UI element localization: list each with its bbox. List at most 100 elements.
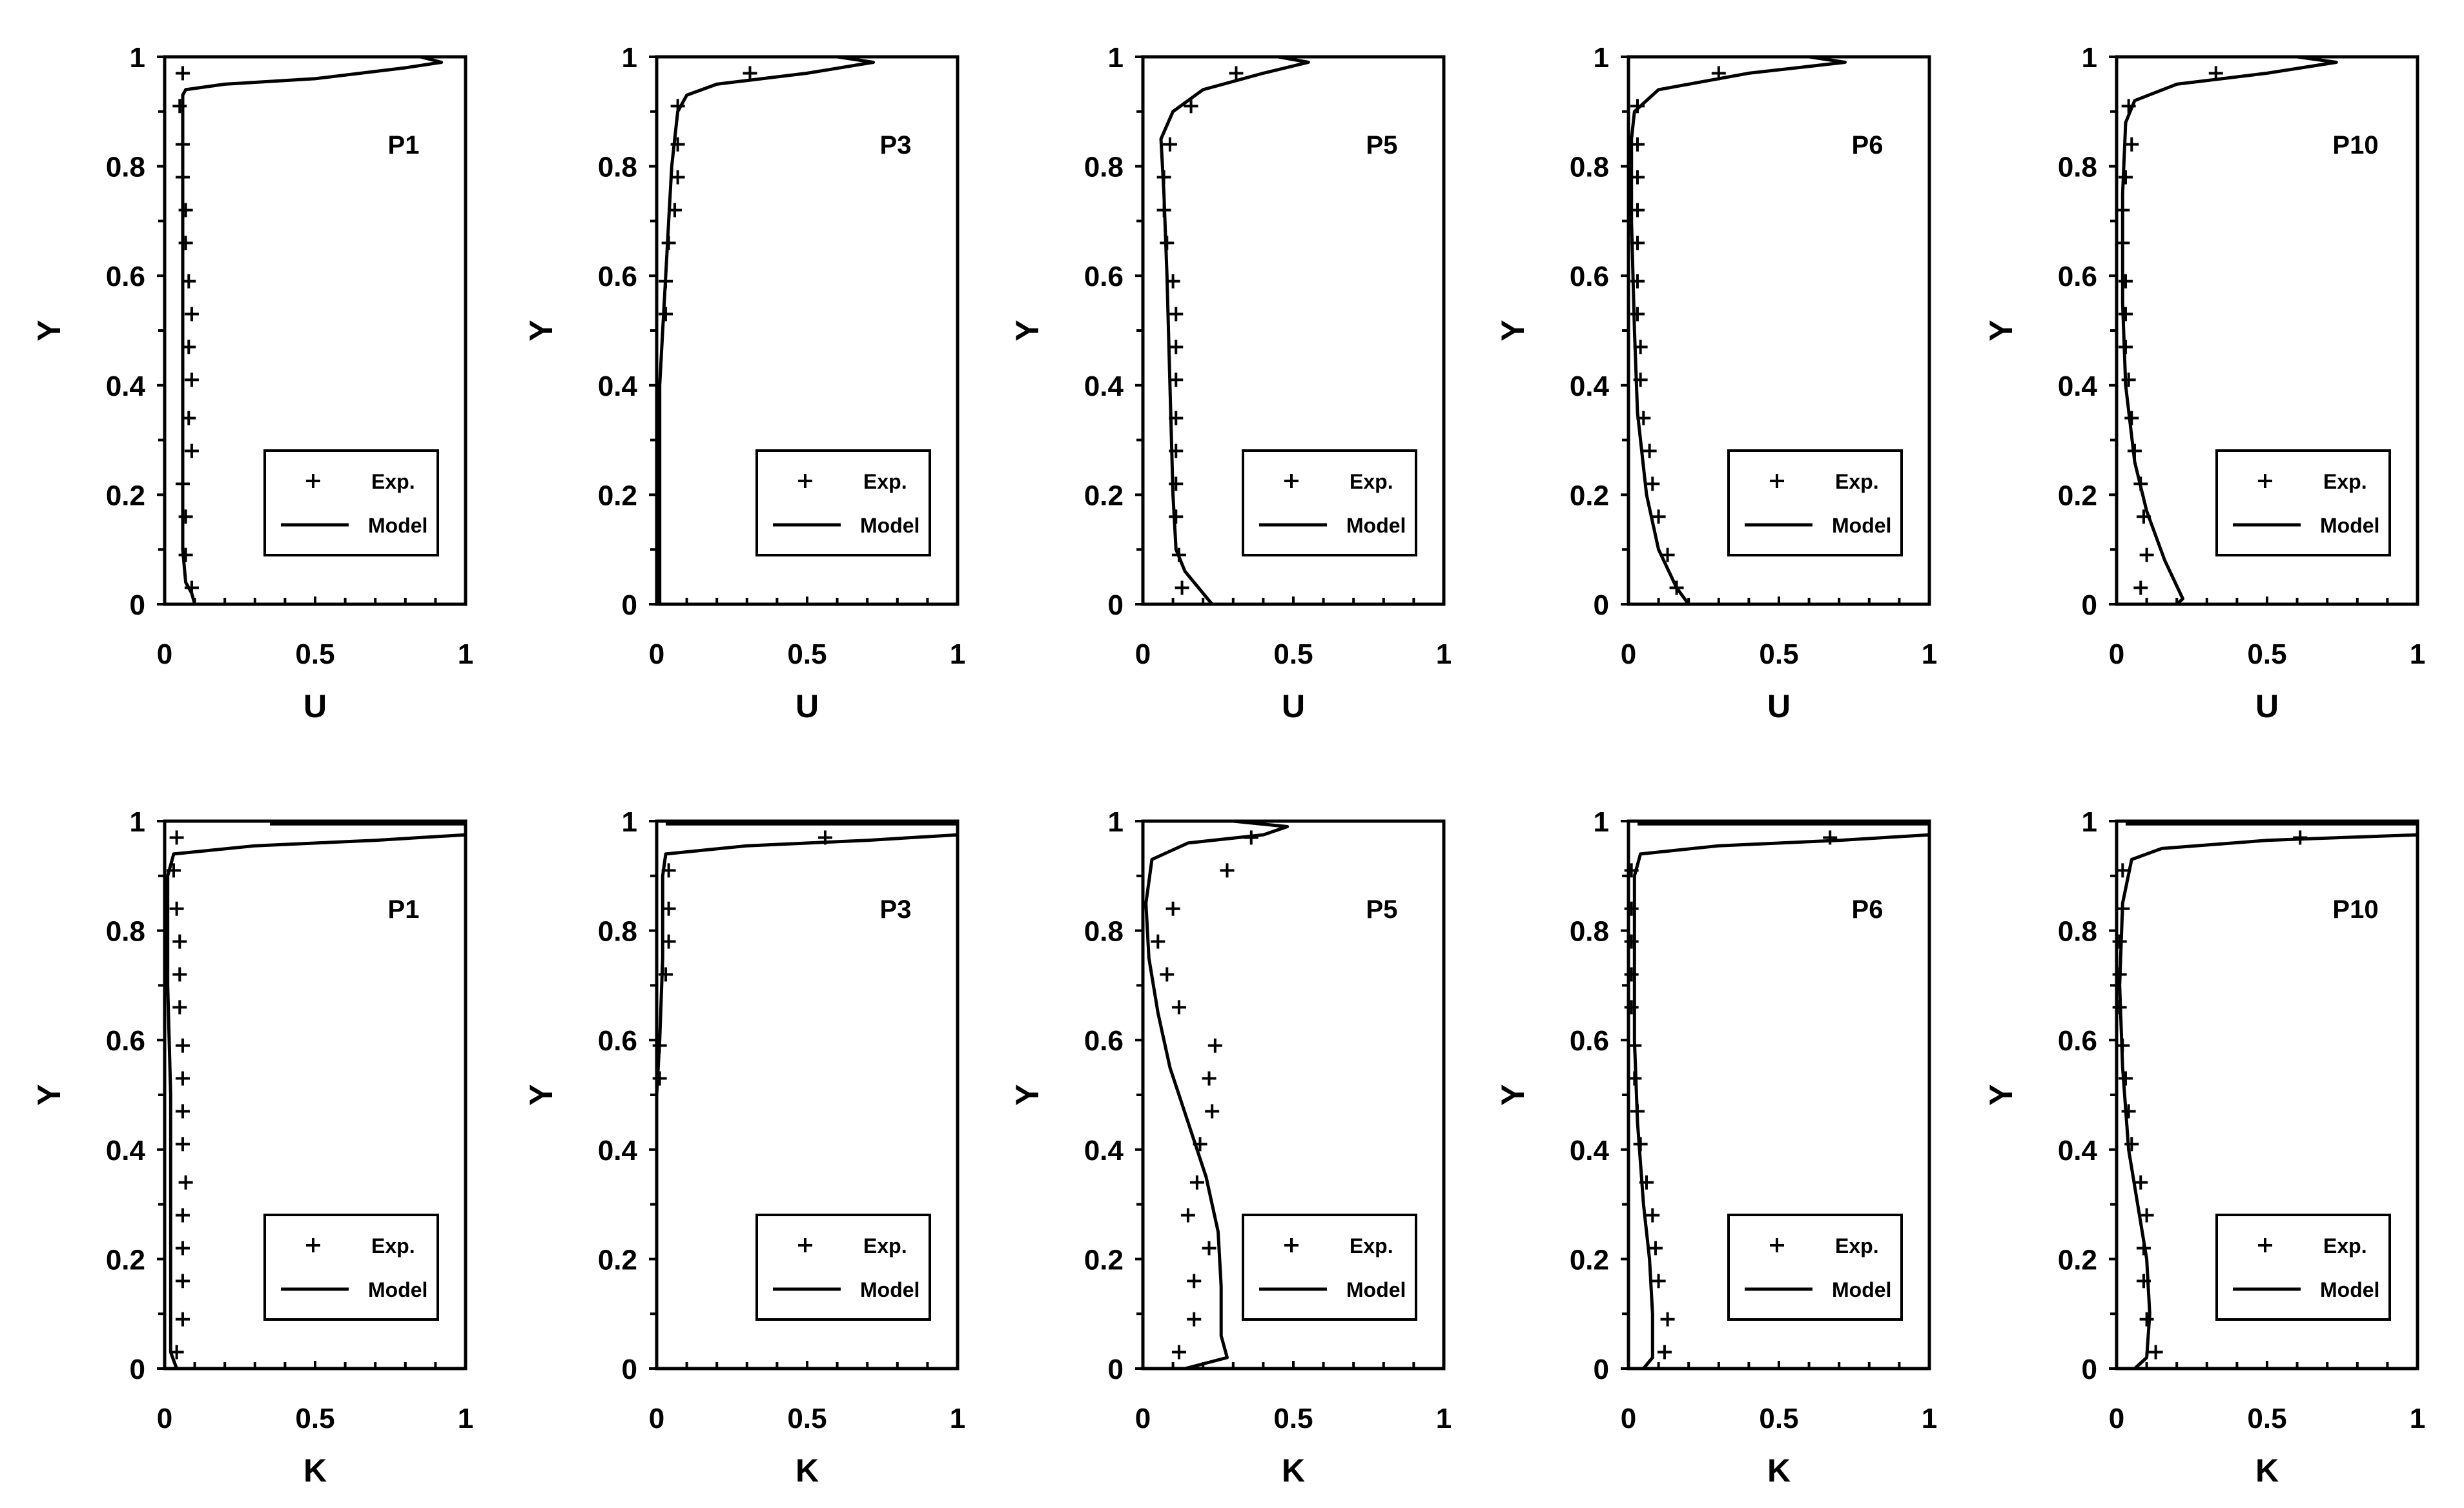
chart-panel: 0 0.2 0.4 0.6 0.8 1 0 0.5 1 K Y P10 Exp. Model — [1983, 806, 2425, 1489]
y-tick-label: 0.4 — [1570, 1135, 1610, 1167]
x-tick-label: 1 — [1922, 1403, 1937, 1434]
y-tick-label: 0.4 — [2058, 371, 2098, 402]
legend-label-exp: Exp. — [1835, 470, 1879, 493]
y-tick-label: 0 — [130, 1354, 145, 1385]
legend-marker-plus — [1770, 1238, 1784, 1252]
panel-label: P6 — [1852, 895, 1884, 924]
y-axis-label: Y — [1009, 320, 1045, 341]
y-tick-label: 0.2 — [106, 480, 145, 511]
x-tick-label: 1 — [950, 1403, 965, 1434]
x-tick-label: 0 — [649, 1403, 664, 1434]
exp-point — [1660, 1312, 1675, 1327]
chart-panel: 0 0.2 0.4 0.6 0.8 1 0 0.5 1 U Y P10 Exp. Model — [1983, 42, 2425, 724]
x-tick-label: 0 — [1621, 638, 1636, 670]
y-tick-label: 0 — [2082, 1354, 2097, 1385]
model-curve — [657, 833, 958, 1369]
y-tick-label: 0 — [622, 1354, 637, 1385]
exp-point — [1202, 1241, 1217, 1256]
x-tick-label: 0 — [157, 1403, 172, 1434]
exp-point — [178, 547, 193, 562]
y-tick-label: 0.2 — [1570, 1244, 1609, 1276]
x-tick-label: 0 — [2109, 1403, 2124, 1434]
model-curve — [2120, 57, 2338, 604]
model-curve — [1159, 57, 1310, 604]
exp-point — [184, 307, 199, 321]
y-tick-label: 0 — [1594, 1354, 1609, 1385]
exp-point — [1205, 1104, 1220, 1119]
panel-label: P1 — [388, 895, 420, 924]
legend-label-model: Model — [2320, 514, 2379, 537]
legend-box — [1727, 1214, 1903, 1321]
legend: Exp. Model — [755, 449, 931, 556]
y-tick-label: 0.6 — [1084, 261, 1124, 292]
exp-point — [184, 372, 199, 387]
y-tick-label: 0.8 — [1570, 152, 1609, 183]
legend-marker-plus — [306, 474, 320, 488]
legend-marker-plus — [1770, 474, 1784, 488]
x-tick-label: 1 — [1922, 638, 1937, 670]
y-tick-label: 0.6 — [106, 261, 145, 292]
exp-point — [175, 1071, 190, 1086]
exp-point — [175, 66, 190, 81]
x-tick-label: 1 — [2410, 638, 2425, 670]
y-tick-label: 1 — [130, 42, 145, 74]
panel-label: P10 — [2332, 895, 2378, 924]
exp-point — [1160, 967, 1175, 982]
legend-marker-plus — [798, 474, 812, 488]
legend: Exp. Model — [1727, 449, 1903, 556]
model-curve — [181, 57, 444, 604]
y-tick-label: 0.4 — [106, 1135, 146, 1167]
legend-box — [2215, 1214, 2391, 1321]
x-axis-label: K — [796, 1452, 819, 1489]
x-tick-label: 0.5 — [295, 1403, 334, 1434]
model-curve — [1630, 57, 1847, 604]
x-tick-label: 0.5 — [1759, 638, 1798, 670]
legend-box — [1727, 449, 1903, 556]
model-curve — [2118, 833, 2418, 1369]
y-tick-label: 0.4 — [598, 371, 638, 402]
y-tick-label: 0.8 — [2058, 152, 2097, 183]
exp-point — [2115, 863, 2130, 878]
x-tick-label: 0.5 — [1273, 638, 1313, 670]
legend-label-model: Model — [1832, 514, 1891, 537]
y-axis-label: Y — [1009, 1084, 1045, 1105]
y-tick-label: 1 — [1594, 806, 1609, 838]
exp-point — [1220, 863, 1235, 878]
y-tick-label: 0.4 — [2058, 1135, 2098, 1167]
x-tick-label: 0 — [1135, 638, 1151, 670]
x-tick-label: 0 — [2109, 638, 2124, 670]
x-tick-label: 0 — [157, 638, 172, 670]
exp-point — [1645, 1208, 1660, 1223]
exp-point — [1165, 901, 1180, 916]
panel-label: P5 — [1366, 895, 1398, 924]
legend-label-model: Model — [1832, 1278, 1891, 1301]
exp-point — [169, 830, 184, 845]
x-tick-label: 1 — [1436, 1403, 1452, 1434]
exp-point — [1202, 1071, 1217, 1086]
y-tick-label: 0.6 — [598, 1025, 637, 1057]
x-tick-label: 1 — [1436, 638, 1452, 670]
y-tick-label: 0.8 — [2058, 916, 2097, 948]
y-tick-label: 1 — [2082, 806, 2097, 838]
y-tick-label: 0.4 — [598, 1135, 638, 1167]
legend-box — [755, 449, 931, 556]
y-tick-label: 1 — [1108, 806, 1124, 838]
exp-point — [1151, 934, 1165, 949]
exp-point — [175, 1274, 190, 1289]
exp-point — [1175, 580, 1189, 595]
exp-point — [1171, 1345, 1186, 1360]
legend-label-exp: Exp. — [2323, 1234, 2367, 1258]
exp-point — [178, 509, 193, 524]
y-tick-label: 0.8 — [1570, 916, 1609, 948]
y-tick-label: 1 — [2082, 42, 2097, 74]
y-tick-label: 0.6 — [2058, 261, 2097, 292]
exp-point — [175, 1104, 190, 1119]
y-tick-label: 1 — [622, 42, 637, 74]
x-tick-label: 1 — [458, 638, 473, 670]
exp-point — [1171, 1000, 1186, 1015]
exp-point — [670, 170, 685, 185]
chart-panel: 0 0.2 0.4 0.6 0.8 1 0 0.5 1 K Y P5 Exp. Model — [1009, 806, 1452, 1489]
model-curve — [658, 57, 875, 604]
y-tick-label: 0.4 — [1570, 371, 1610, 402]
legend: Exp. Model — [263, 449, 439, 556]
